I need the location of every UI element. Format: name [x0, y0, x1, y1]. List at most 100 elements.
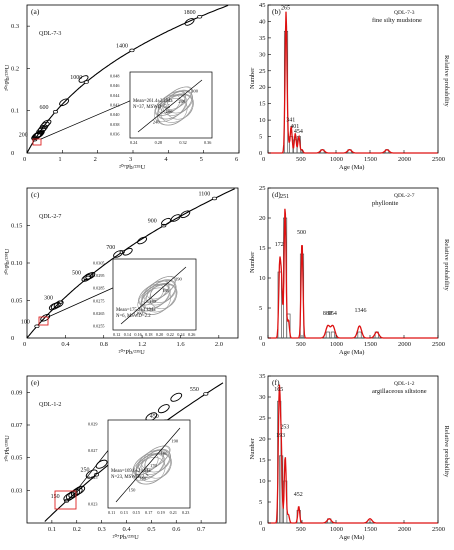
inset-age-label: 170: [149, 299, 157, 304]
peak-label: 253: [280, 425, 289, 431]
panel-letter: (a): [31, 7, 40, 16]
x-tick-label: 2000: [398, 526, 411, 533]
x-tick-label: 2500: [432, 156, 445, 163]
peak-label: 401: [290, 124, 299, 130]
inset-x-tick-label: 0.32: [179, 140, 186, 145]
inset-age-label: 240: [153, 120, 161, 125]
peak-label: 251: [280, 194, 289, 200]
inset-age-label: 190: [171, 438, 179, 443]
inset-x-tick-label: 0.20: [156, 332, 163, 337]
inset-y-tick-label: 0.023: [88, 502, 97, 507]
inset-age-label: 190: [175, 276, 183, 281]
panel-letter: (b): [272, 7, 281, 16]
sample-label: QDL-7-3: [39, 31, 61, 37]
x-tick-label: 0.8: [100, 341, 108, 348]
inset-x-tick-label: 0.26: [188, 332, 195, 337]
inset-age-label: 260: [166, 109, 174, 114]
y-axis-label: Number: [249, 437, 256, 459]
panel-letter: (d): [272, 190, 281, 199]
inset-x-tick-label: 0.24: [130, 140, 138, 145]
inset-y-tick-label: 0.038: [110, 122, 119, 127]
peak-label: 265: [281, 6, 290, 12]
x-tick-label: 6: [235, 156, 239, 163]
inset-x-tick-label: 0.16: [134, 332, 141, 337]
data-ellipse: [53, 300, 64, 309]
x-tick-label: 1000: [330, 526, 343, 533]
y-tick-label: 20: [259, 436, 266, 443]
y-axis-label: ²⁰⁶Pb/²³⁸U: [3, 248, 11, 275]
age-label: 100: [21, 319, 30, 325]
x-tick-label: 0.1: [48, 526, 56, 533]
probability-curve: [268, 208, 438, 339]
x-tick-label: 1500: [364, 156, 377, 163]
peak-label: 172: [275, 242, 284, 248]
y-tick-label: 35: [259, 373, 266, 380]
age-label: 450: [150, 414, 159, 420]
inset-x-tick-label: 0.24: [177, 332, 185, 337]
data-ellipse: [137, 236, 148, 245]
x-tick-label: 500: [296, 526, 306, 533]
inset-x-tick-label: 0.19: [157, 510, 164, 515]
inset-age-label: 170: [150, 463, 158, 468]
probability-curve: [268, 11, 438, 154]
age-marker: [197, 15, 203, 19]
plot-frame: [267, 187, 439, 339]
inset-ellipse: [140, 284, 177, 315]
age-marker: [203, 392, 209, 396]
zoom-box: [38, 316, 49, 326]
age-marker: [129, 48, 135, 53]
x-axis-label: ²⁰⁷Pb/²³⁵U: [119, 163, 146, 171]
inset-ellipse: [160, 91, 186, 113]
inset-x-tick-label: 0.13: [120, 510, 127, 515]
inset-age-label: 180: [161, 451, 169, 456]
rock-type-label: fine silty mudstone: [372, 17, 422, 24]
data-ellipse: [184, 18, 195, 26]
age-label: 1100: [198, 191, 210, 197]
sample-label: QDL-7-3: [394, 10, 415, 16]
x-tick-label: 1.2: [138, 341, 146, 348]
plot-frame: [267, 4, 439, 154]
y-tick-label: 15: [259, 457, 266, 464]
x-tick-label: 0: [23, 156, 26, 163]
x-tick-label: 1500: [364, 341, 377, 348]
y-tick-label: 15: [259, 245, 266, 252]
x-tick-label: 2: [94, 156, 97, 163]
y-tick-label: 10: [259, 117, 266, 124]
y-tick-label: 30: [259, 394, 266, 401]
y-tick-label: 25: [259, 68, 266, 75]
inset-x-tick-label: 0.36: [204, 140, 211, 145]
inset-y-tick-label: 0.046: [110, 83, 119, 88]
y-tick-label: 35: [259, 35, 266, 42]
x-tick-label: 0: [262, 341, 265, 348]
inset-y-tick-label: 0.025: [88, 475, 97, 480]
y-tick-label: 0: [11, 150, 14, 157]
x-tick-label: 2500: [432, 526, 445, 533]
inset-mswd-label: N=37, MSWD=5.5: [133, 105, 171, 110]
y-tick-label: 0.03: [11, 487, 22, 494]
sample-label: QDL-1-2: [394, 381, 415, 387]
age-label: 900: [148, 219, 157, 225]
x-axis-label: Age (Ma): [339, 164, 364, 171]
sample-label: QDL-2-7: [39, 214, 61, 220]
age-label: 1000: [70, 75, 82, 81]
data-ellipse: [122, 247, 133, 256]
y-tick-label: 0: [259, 520, 262, 527]
x-tick-label: 500: [296, 341, 306, 348]
inset-mean-label: Mean=169.6±2.1Ma: [111, 469, 151, 474]
y-tick-label: 30: [259, 51, 266, 58]
inset-ellipse: [156, 94, 193, 126]
inset-x-tick-label: 0.23: [182, 510, 189, 515]
inset-mswd-label: N=23, MSWD=2.7: [111, 475, 149, 480]
inset-x-tick-label: 0.18: [145, 332, 152, 337]
x-tick-label: 4: [164, 156, 168, 163]
inset-age-label: 150: [129, 488, 137, 493]
y-axis-label: ²⁰⁶Pb/²³⁸U: [3, 64, 11, 91]
y-tick-label: 15: [259, 101, 266, 108]
peak-label: 454: [294, 129, 303, 135]
y-tick-label: 5: [259, 499, 262, 506]
data-ellipse: [180, 210, 191, 219]
inset-x-tick-label: 0.28: [155, 140, 162, 145]
peak-label: 880: [323, 311, 332, 317]
inset-concordia: [120, 266, 187, 325]
